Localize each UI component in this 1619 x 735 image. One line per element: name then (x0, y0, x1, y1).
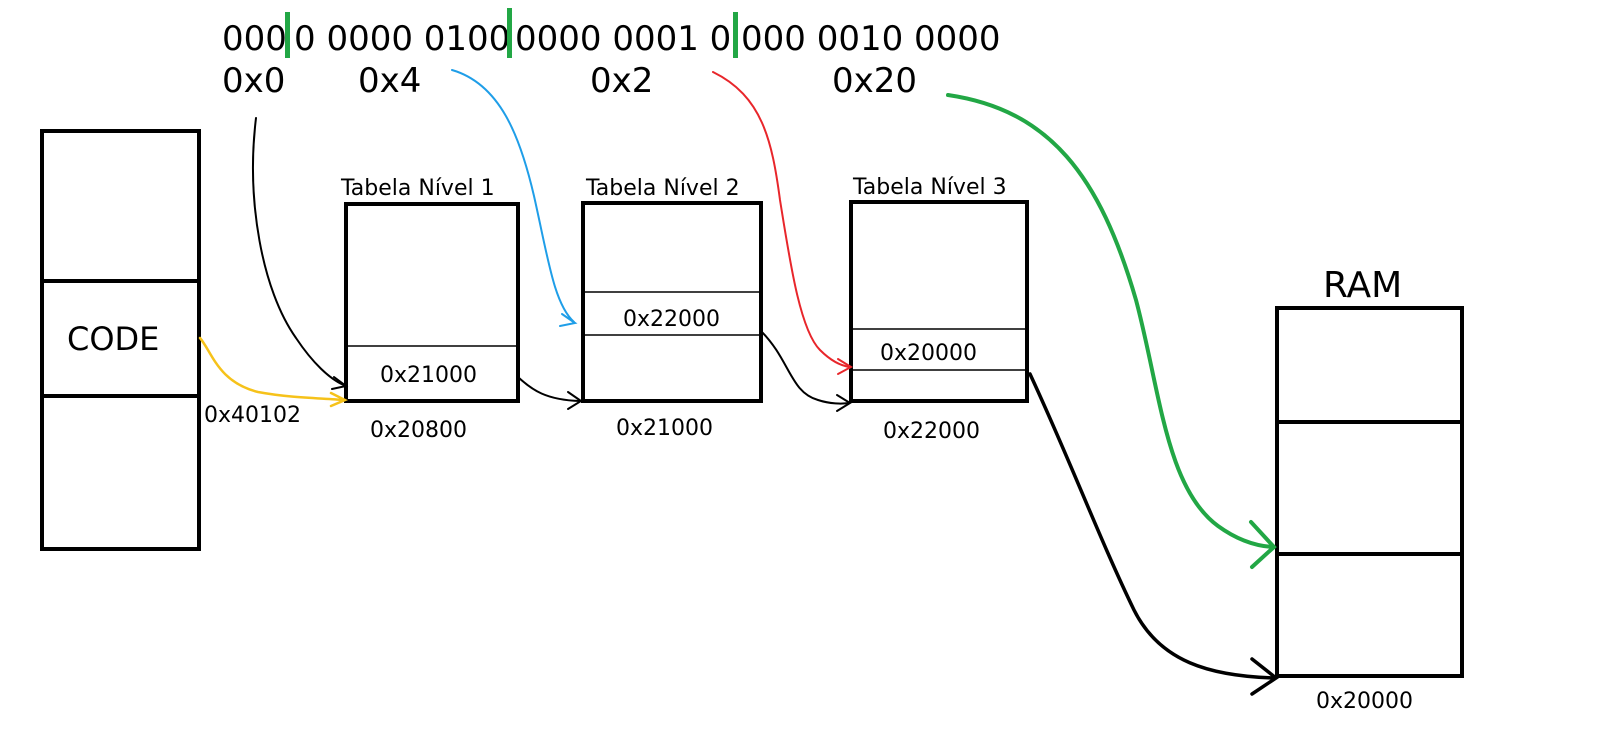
virtual-address-bits: 000 0 0000 0100 0000 0001 0 000 0010 000… (222, 8, 1001, 59)
code-memory-block: CODE 0x40102 (40, 129, 301, 551)
table1-to-table2-arrow (517, 376, 583, 410)
ram-base-address: 0x20000 (1316, 689, 1413, 714)
bit-separator-3 (733, 12, 738, 58)
index2-to-table3-arrow (712, 71, 854, 375)
table2-to-table3-arrow (760, 330, 852, 412)
table-level-2-outline (581, 201, 763, 403)
index1-to-table2-arrow (451, 69, 578, 327)
code-label: CODE (67, 320, 159, 358)
table-level-3-base: 0x22000 (883, 419, 980, 444)
table-level-1-title: Tabela Nível 1 (340, 176, 495, 201)
bit-separator-1 (285, 12, 290, 58)
index-level-2: 0x2 (590, 61, 653, 101)
table-level-1-outline (344, 202, 520, 403)
table3-to-ram-arrow (1028, 372, 1279, 696)
index-level-0: 0x0 (222, 61, 285, 101)
table-level-3-outline (849, 200, 1029, 403)
code-pointer-address: 0x40102 (204, 403, 301, 428)
offset-to-ram-arrow (946, 93, 1277, 569)
bits-group-1: 000 (222, 19, 287, 59)
table-level-2-base: 0x21000 (616, 416, 713, 441)
code-block-outline (40, 129, 201, 551)
table-level-3: Tabela Nível 3 0x20000 0x22000 (849, 175, 1029, 444)
ram-label: RAM (1323, 265, 1402, 306)
index0-to-table1-arrow (252, 117, 349, 390)
ram-block: RAM 0x20000 (1275, 265, 1464, 714)
bits-group-4: 000 0010 0000 (741, 19, 1001, 59)
ram-outline (1275, 306, 1464, 678)
table-level-2-entry: 0x22000 (623, 307, 720, 332)
table-level-1-base: 0x20800 (370, 418, 467, 443)
index-values: 0x0 0x4 0x2 0x20 (222, 61, 917, 101)
bits-group-3: 0000 0001 0 (515, 19, 731, 59)
index-level-1: 0x4 (358, 61, 421, 101)
table-level-3-title: Tabela Nível 3 (852, 175, 1007, 200)
code-to-table1-arrow (198, 336, 348, 408)
table-level-2: Tabela Nível 2 0x22000 0x21000 (581, 176, 763, 441)
bits-group-2: 0 0000 0100 (294, 19, 510, 59)
table-level-1-entry: 0x21000 (380, 363, 477, 388)
index-offset: 0x20 (832, 61, 917, 101)
table-level-3-entry: 0x20000 (880, 341, 977, 366)
table-level-1: Tabela Nível 1 0x21000 0x20800 (340, 176, 520, 443)
bit-separator-2 (507, 8, 512, 58)
table-level-2-title: Tabela Nível 2 (585, 176, 740, 201)
